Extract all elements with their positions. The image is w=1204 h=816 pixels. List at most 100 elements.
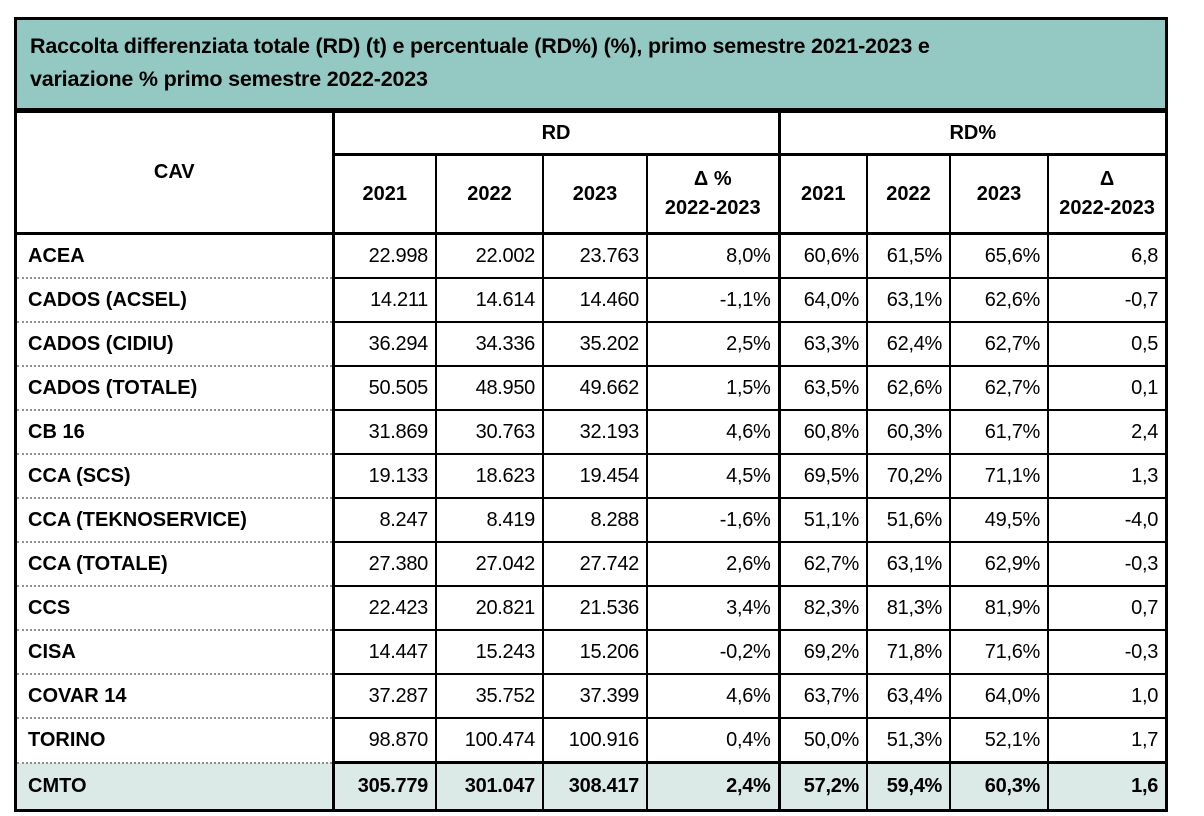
table-row: CADOS (TOTALE) 50.505 48.950 49.662 1,5%…: [17, 365, 1166, 410]
column-group-rd-percent: RD%: [779, 113, 1166, 156]
cell-rd-2021: 50.505: [332, 365, 436, 410]
cell-rd-2021: 19.133: [332, 453, 436, 498]
row-label-cav: CISA: [17, 629, 335, 674]
cell-rd-delta: 2,4%: [645, 761, 781, 809]
cell-rdp-2023: 62,6%: [949, 277, 1049, 322]
column-header-rdp-2021: 2021: [778, 154, 868, 235]
cell-rdp-delta: 1,7: [1047, 717, 1166, 763]
cell-rd-delta: 4,6%: [645, 673, 781, 718]
cell-rd-2023: 49.662: [542, 365, 647, 410]
table-row: TORINO 98.870 100.474 100.916 0,4% 50,0%…: [17, 717, 1166, 763]
cell-rdp-2022: 63,1%: [866, 541, 951, 586]
cell-rd-2022: 8.419: [435, 497, 543, 542]
table-row: CADOS (CIDIU) 36.294 34.336 35.202 2,5% …: [17, 321, 1166, 366]
row-label-cav: CB 16: [17, 409, 335, 454]
rdp-delta-years: 2022-2023: [1059, 197, 1155, 219]
cell-rdp-2021: 62,7%: [778, 541, 868, 586]
row-label-cav: COVAR 14: [17, 673, 335, 718]
cell-rdp-delta: 1,6: [1047, 761, 1166, 809]
column-header-rd-2023: 2023: [542, 154, 647, 235]
column-header-rd-2021: 2021: [332, 154, 436, 235]
cell-rdp-2023: 71,1%: [949, 453, 1049, 498]
cell-rd-delta: 3,4%: [645, 585, 781, 630]
cell-rd-2021: 37.287: [332, 673, 436, 718]
column-header-cav: CAV: [17, 113, 335, 235]
cell-rd-2023: 27.742: [542, 541, 647, 586]
cell-rdp-2022: 61,5%: [866, 232, 951, 278]
cell-rdp-2023: 49,5%: [949, 497, 1049, 542]
column-header-rdp-delta: Δ 2022-2023: [1047, 154, 1166, 235]
cell-rdp-delta: 2,4: [1047, 409, 1166, 454]
cell-rdp-delta: -0,3: [1047, 541, 1166, 586]
cell-rd-2022: 301.047: [435, 761, 543, 809]
cell-rdp-2023: 62,7%: [949, 365, 1049, 410]
rd-delta-years: 2022-2023: [664, 197, 761, 219]
cell-rdp-2022: 62,6%: [866, 365, 951, 410]
row-label-cav: CADOS (TOTALE): [17, 365, 335, 410]
cell-rdp-2023: 62,7%: [949, 321, 1049, 366]
cell-rd-2022: 35.752: [435, 673, 543, 718]
table-row: CADOS (ACSEL) 14.211 14.614 14.460 -1,1%…: [17, 277, 1166, 322]
cell-rdp-2022: 51,6%: [866, 497, 951, 542]
cell-rd-2023: 35.202: [542, 321, 647, 366]
row-label-cav: CCA (TEKNOSERVICE): [17, 497, 335, 542]
cell-rdp-2022: 59,4%: [866, 761, 951, 809]
cell-rdp-2023: 61,7%: [949, 409, 1049, 454]
cell-rd-2022: 30.763: [435, 409, 543, 454]
cell-rdp-2021: 82,3%: [778, 585, 868, 630]
row-label-cav: CCS: [17, 585, 335, 630]
cell-rd-delta: 0,4%: [645, 717, 781, 763]
cell-rdp-2021: 50,0%: [778, 717, 868, 763]
cell-rdp-2023: 71,6%: [949, 629, 1049, 674]
table-header: CAV RD RD% 2021 2022 2023 Δ % 2022-2023 …: [17, 113, 1166, 235]
column-header-rd-delta: Δ % 2022-2023: [645, 154, 781, 235]
cell-rdp-2021: 64,0%: [778, 277, 868, 322]
rdp-delta-symbol: Δ: [1099, 168, 1115, 190]
cell-rdp-delta: -0,3: [1047, 629, 1166, 674]
cell-rdp-2023: 52,1%: [949, 717, 1049, 763]
cell-rd-2023: 37.399: [542, 673, 647, 718]
cell-rdp-delta: 0,5: [1047, 321, 1166, 366]
cell-rd-2023: 14.460: [542, 277, 647, 322]
cell-rd-2023: 21.536: [542, 585, 647, 630]
cell-rdp-2022: 81,3%: [866, 585, 951, 630]
cell-rd-2023: 308.417: [542, 761, 647, 809]
cell-rdp-2022: 51,3%: [866, 717, 951, 763]
cell-rdp-delta: 1,3: [1047, 453, 1166, 498]
cell-rdp-2023: 64,0%: [949, 673, 1049, 718]
cell-rd-2021: 14.447: [332, 629, 436, 674]
group-header-row: CAV RD RD%: [17, 113, 1166, 235]
cell-rd-2021: 22.423: [332, 585, 436, 630]
table-row: ACEA 22.998 22.002 23.763 8,0% 60,6% 61,…: [17, 232, 1166, 278]
cell-rd-delta: -1,6%: [645, 497, 781, 542]
cell-rdp-2021: 60,8%: [778, 409, 868, 454]
table-row: CCS 22.423 20.821 21.536 3,4% 82,3% 81,3…: [17, 585, 1166, 630]
table-row: CCA (SCS) 19.133 18.623 19.454 4,5% 69,5…: [17, 453, 1166, 498]
cell-rdp-2022: 63,4%: [866, 673, 951, 718]
cell-rdp-delta: -4,0: [1047, 497, 1166, 542]
cell-rd-2022: 34.336: [435, 321, 543, 366]
table-title-line2: variazione % primo semestre 2022-2023: [30, 67, 428, 91]
cell-rdp-2023: 62,9%: [949, 541, 1049, 586]
row-label-cav: CCA (SCS): [17, 453, 335, 498]
table-row: CISA 14.447 15.243 15.206 -0,2% 69,2% 71…: [17, 629, 1166, 674]
cell-rd-delta: 4,5%: [645, 453, 781, 498]
cell-rd-2022: 15.243: [435, 629, 543, 674]
table-row: CMTO 305.779 301.047 308.417 2,4% 57,2% …: [17, 761, 1166, 809]
cell-rd-delta: -0,2%: [645, 629, 781, 674]
table-title: Raccolta differenziata totale (RD) (t) e…: [17, 20, 1165, 113]
cell-rd-2021: 31.869: [332, 409, 436, 454]
cell-rdp-2021: 51,1%: [778, 497, 868, 542]
cell-rdp-2021: 63,3%: [778, 321, 868, 366]
cell-rd-2023: 19.454: [542, 453, 647, 498]
cell-rd-2021: 98.870: [332, 717, 436, 763]
cell-rdp-2022: 62,4%: [866, 321, 951, 366]
cell-rd-2023: 23.763: [542, 232, 647, 278]
cell-rd-2023: 15.206: [542, 629, 647, 674]
cell-rdp-2022: 71,8%: [866, 629, 951, 674]
table-body: ACEA 22.998 22.002 23.763 8,0% 60,6% 61,…: [17, 232, 1166, 809]
cell-rdp-2022: 63,1%: [866, 277, 951, 322]
cell-rd-2021: 14.211: [332, 277, 436, 322]
cell-rdp-2021: 69,2%: [778, 629, 868, 674]
cell-rdp-2021: 69,5%: [778, 453, 868, 498]
